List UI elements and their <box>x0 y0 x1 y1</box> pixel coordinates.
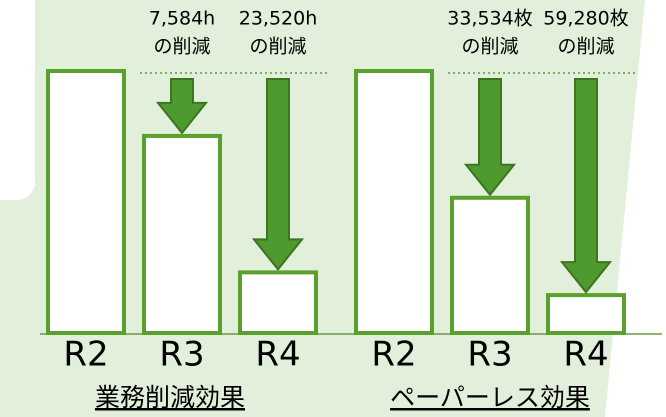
annotation-note: の削減 <box>461 36 518 58</box>
chart-title: 業務削減効果 <box>95 383 245 412</box>
bar <box>142 133 222 335</box>
bar <box>46 69 126 335</box>
bar <box>238 270 318 336</box>
chart-title: ペーパーレス効果 <box>390 383 590 412</box>
annotation-label: 23,520h <box>239 8 318 30</box>
bar <box>354 69 434 335</box>
reduction-arrow <box>559 78 613 294</box>
side-panel <box>0 0 35 200</box>
reduction-arrow <box>463 78 517 197</box>
category-label: R4 <box>563 335 608 375</box>
bar <box>450 195 530 335</box>
annotation-label: 7,584h <box>149 8 215 30</box>
reduction-arrow <box>155 78 209 135</box>
bar <box>546 293 626 335</box>
annotation-note: の削減 <box>249 36 306 58</box>
category-label: R4 <box>255 335 300 375</box>
annotation-note: の削減 <box>153 36 210 58</box>
annotation-note: の削減 <box>557 36 614 58</box>
category-label: R2 <box>63 335 108 375</box>
category-label: R3 <box>467 335 512 375</box>
category-label: R2 <box>371 335 416 375</box>
annotation-label: 59,280枚 <box>543 8 628 30</box>
category-label: R3 <box>159 335 204 375</box>
annotation-label: 33,534枚 <box>447 8 532 30</box>
reduction-arrow <box>251 78 305 271</box>
